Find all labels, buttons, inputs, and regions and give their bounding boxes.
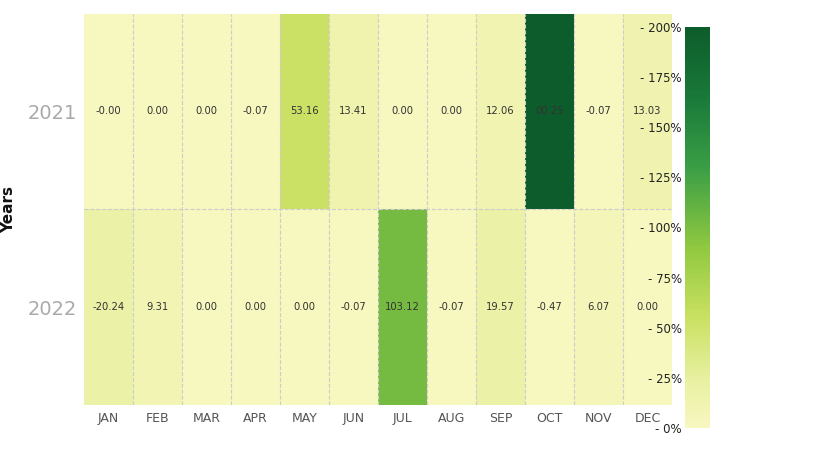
Text: 0.00: 0.00: [244, 302, 266, 312]
Text: 12.06: 12.06: [486, 106, 515, 116]
Text: 6.07: 6.07: [587, 302, 610, 312]
Text: -0.07: -0.07: [341, 302, 366, 312]
Text: 0.00: 0.00: [196, 302, 218, 312]
Y-axis label: Years: Years: [2, 186, 17, 233]
Text: 13.03: 13.03: [633, 106, 662, 116]
Text: 0.00: 0.00: [391, 106, 413, 116]
Text: 103.12: 103.12: [385, 302, 420, 312]
Text: 0.00: 0.00: [196, 106, 218, 116]
Text: -0.07: -0.07: [438, 302, 465, 312]
Text: -0.07: -0.07: [243, 106, 268, 116]
Text: 00.25: 00.25: [535, 106, 564, 116]
Text: 9.31: 9.31: [146, 302, 169, 312]
Text: 13.41: 13.41: [339, 106, 368, 116]
Text: 0.00: 0.00: [293, 302, 316, 312]
Text: -20.24: -20.24: [92, 302, 124, 312]
Text: -0.00: -0.00: [96, 106, 121, 116]
Text: 0.00: 0.00: [440, 106, 463, 116]
Text: 0.00: 0.00: [637, 302, 659, 312]
Text: 19.57: 19.57: [486, 302, 515, 312]
Text: 53.16: 53.16: [290, 106, 319, 116]
Text: -0.47: -0.47: [537, 302, 562, 312]
Text: -0.07: -0.07: [585, 106, 612, 116]
Text: 0.00: 0.00: [146, 106, 169, 116]
